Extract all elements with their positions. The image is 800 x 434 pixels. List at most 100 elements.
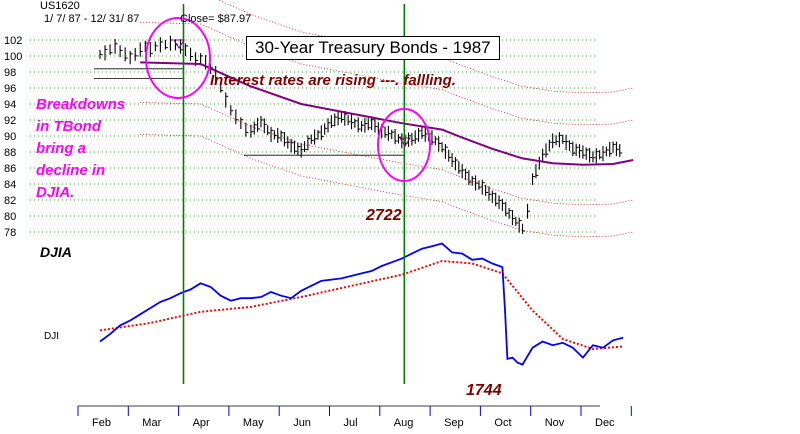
price-bar (307, 135, 311, 151)
price-bar (230, 105, 234, 116)
y-tick-94: 94 (4, 99, 16, 111)
price-bar (558, 132, 562, 148)
signal-lines (182, 4, 406, 384)
y-tick-80: 80 (4, 211, 16, 223)
price-bar (273, 130, 277, 140)
price-bar (552, 133, 556, 149)
y-tick-88: 88 (4, 147, 16, 159)
y-tick-98: 98 (4, 67, 16, 79)
price-bar (184, 43, 189, 56)
month-label-sep: Sep (444, 417, 464, 429)
month-label-nov: Nov (545, 417, 565, 429)
price-bar (424, 127, 428, 142)
y-tick-84: 84 (4, 179, 16, 191)
circle-mar (145, 17, 211, 99)
price-bar (344, 111, 348, 126)
price-bar (461, 164, 465, 179)
price-bar (481, 179, 485, 195)
symbol-label: US1620 (40, 0, 80, 12)
price-bar (411, 132, 415, 146)
price-bar (518, 217, 522, 233)
price-bar (374, 119, 378, 133)
price-bar (320, 125, 324, 141)
price-bar (548, 139, 552, 152)
y-tick-90: 90 (4, 131, 16, 143)
price-bar (235, 109, 239, 125)
price-bar (609, 141, 613, 157)
price-bar (124, 47, 128, 62)
x-axis (77, 405, 632, 416)
month-label-feb: Feb (92, 417, 111, 429)
price-bar (169, 35, 173, 51)
price-bar (283, 131, 287, 147)
price-bar (293, 140, 297, 154)
price-bar (134, 48, 138, 61)
price-bar (589, 147, 593, 163)
price-bar (245, 122, 249, 137)
price-bar (119, 45, 123, 58)
chart-title: 30-Year Treasury Bonds - 1987 (246, 36, 500, 60)
price-bar (468, 170, 472, 186)
price-bar (347, 114, 351, 126)
price-bar (568, 140, 572, 151)
band-2 (140, 102, 634, 206)
price-bar (129, 50, 133, 65)
price-bar (495, 192, 499, 207)
month-label-dec: Dec (595, 417, 615, 429)
price-bar (314, 129, 318, 145)
price-bar (99, 50, 103, 59)
sell-marker-2 (399, 137, 411, 147)
price-bar (159, 37, 163, 53)
price-bar (515, 216, 519, 226)
price-bar (441, 142, 445, 153)
price-bar (154, 41, 158, 52)
price-bar (464, 168, 469, 181)
y-tick-78: 78 (4, 227, 16, 239)
djia-line (99, 242, 624, 366)
price-bar (260, 115, 264, 128)
price-bar (444, 144, 448, 159)
breakdown-line-4: decline in (36, 162, 106, 179)
price-bar (109, 44, 113, 55)
y-tick-102: 102 (4, 35, 22, 47)
price-bar (114, 39, 118, 54)
price-bar (612, 141, 616, 153)
price-bar (364, 118, 368, 133)
breakdown-line-3: bring a (36, 140, 87, 157)
price-bar (501, 198, 505, 211)
price-bar (257, 117, 261, 132)
price-bar (139, 42, 143, 57)
price-bar (421, 126, 425, 139)
price-bar (387, 125, 391, 141)
price-bar (595, 148, 599, 164)
y-tick-100: 100 (4, 51, 22, 63)
price-bar (240, 117, 244, 130)
month-label-jun: Jun (293, 417, 311, 429)
price-bar (149, 42, 153, 58)
price-bar (454, 157, 458, 171)
price-bar (448, 149, 452, 162)
price-bar (397, 133, 401, 144)
price-bar (562, 134, 566, 144)
sell-marker-1 (173, 39, 185, 49)
y-tick-92: 92 (4, 115, 16, 127)
price-bar (327, 118, 331, 133)
price-bar (104, 45, 108, 61)
price-bar (538, 156, 542, 170)
y-tick-96: 96 (4, 83, 16, 95)
price-bar (357, 117, 361, 133)
month-label-mar: Mar (142, 417, 161, 429)
price-bar (585, 147, 589, 160)
price-bar (602, 146, 606, 162)
rates-annotation: Interest rates are rising ---. fallling. (210, 72, 456, 89)
month-label-apr: Apr (193, 417, 210, 429)
price-bar (451, 153, 455, 167)
price-bar (253, 121, 257, 135)
price-bar (330, 115, 334, 129)
price-bar (526, 203, 531, 219)
y-tick-86: 86 (4, 163, 16, 175)
y-tick-82: 82 (4, 195, 16, 207)
price-bar (310, 134, 314, 144)
price-bar (458, 161, 462, 174)
